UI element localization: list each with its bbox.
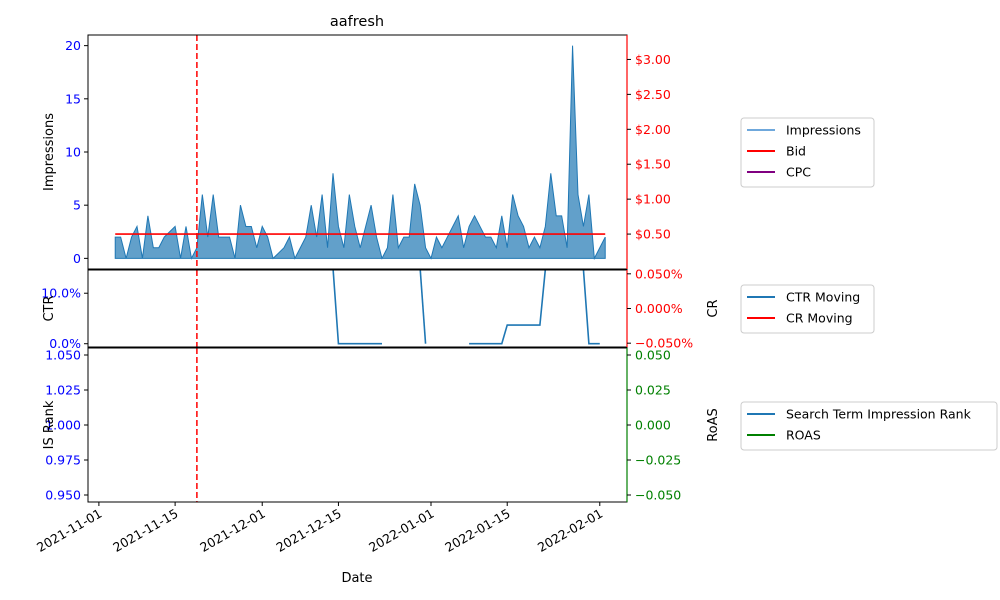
left-tick-label: 1.050: [45, 348, 81, 363]
date-axis: 2021-11-01 2021-11-15 2021-12-01 2021-12-15…: [34, 502, 605, 555]
legend-label: Impressions: [786, 123, 861, 138]
ctr-moving-line-1: [419, 270, 427, 344]
right-tick-label: 0.000: [635, 418, 671, 433]
top-plot-area: [114, 45, 606, 261]
right-tick-label: −0.025: [635, 453, 681, 468]
left-tick-label: 0: [73, 251, 81, 266]
right-tick-label: −0.050%: [635, 336, 693, 351]
right-tick-label: $2.00: [635, 122, 671, 137]
right-tick-label: $0.50: [635, 227, 671, 242]
left-tick-label: 1.025: [45, 383, 81, 398]
right-tick-label: −0.050: [635, 488, 681, 503]
legend-label: CTR Moving: [786, 290, 860, 305]
x-tick-label: 2021-12-01: [197, 506, 267, 555]
bottom-legend-box: [740, 401, 998, 451]
left-tick-label: 1.000: [45, 418, 81, 433]
right-tick-label: $3.00: [635, 52, 671, 67]
legend-label: CR Moving: [786, 311, 853, 326]
right-tick-label: 0.025: [635, 383, 671, 398]
left-tick-label: 0.0%: [49, 336, 81, 351]
right-tick-label: 0.050%: [635, 266, 683, 281]
bottom-frame: [87, 347, 628, 503]
x-tick-label: 2022-02-01: [535, 506, 605, 555]
x-tick-label: 2021-11-01: [34, 506, 104, 555]
ctr-moving-line-2: [469, 270, 600, 345]
ctr-cr-panel: 0.0% 10.0% −0.050% 0.000% 0.050% CTR CR: [41, 266, 721, 351]
impressions-panel: 0 5 10 15 20 $0.50 $1.00 $1.50 $2.00 $2.50 $3.00 Im…: [42, 34, 671, 270]
chart-title: aafresh: [330, 14, 384, 30]
middle-frame: [87, 269, 628, 348]
middle-plot-area: [332, 270, 600, 345]
right-tick-label: 0.050: [635, 348, 671, 363]
legend-label: Bid: [786, 144, 806, 159]
right-tick-label: $1.50: [635, 157, 671, 172]
is-rank-roas-panel: 0.950 0.975 1.000 1.025 1.050 −0.050 −0.025 0.0…: [42, 347, 721, 503]
left-axis-label: Impressions: [42, 113, 57, 191]
x-tick-label: 2021-11-15: [110, 506, 180, 555]
x-tick-label: 2021-12-15: [274, 506, 344, 555]
right-tick-label: $2.50: [635, 87, 671, 102]
left-tick-label: 10.0%: [41, 286, 81, 301]
x-axis-label: Date: [341, 571, 372, 586]
top-legend-box: [740, 117, 875, 188]
x-tick-label: 2022-01-15: [442, 506, 512, 555]
legend-label: CPC: [786, 165, 811, 180]
ctr-moving-line-0: [332, 270, 382, 345]
right-axis-label: CR: [706, 299, 721, 317]
left-tick-label: 5: [73, 198, 81, 213]
legend-label: Search Term Impression Rank: [786, 407, 972, 422]
left-tick-label: 10: [65, 145, 81, 160]
x-tick-label: 2022-01-01: [366, 506, 436, 555]
left-axis-label: IS Rank: [42, 400, 57, 449]
left-tick-label: 20: [65, 38, 81, 53]
left-tick-label: 15: [65, 91, 81, 106]
right-axis-label: RoAS: [706, 408, 721, 442]
legends: Impressions Bid CPC CTR Moving CR Moving Sear…: [740, 117, 998, 451]
left-tick-label: 0.975: [45, 453, 81, 468]
impressions-area: [114, 45, 606, 261]
left-tick-label: 0.950: [45, 488, 81, 503]
left-axis-label: CTR: [42, 295, 57, 321]
right-tick-label: 0.000%: [635, 301, 683, 316]
right-tick-label: $1.00: [635, 192, 671, 207]
legend-label: ROAS: [786, 428, 821, 443]
